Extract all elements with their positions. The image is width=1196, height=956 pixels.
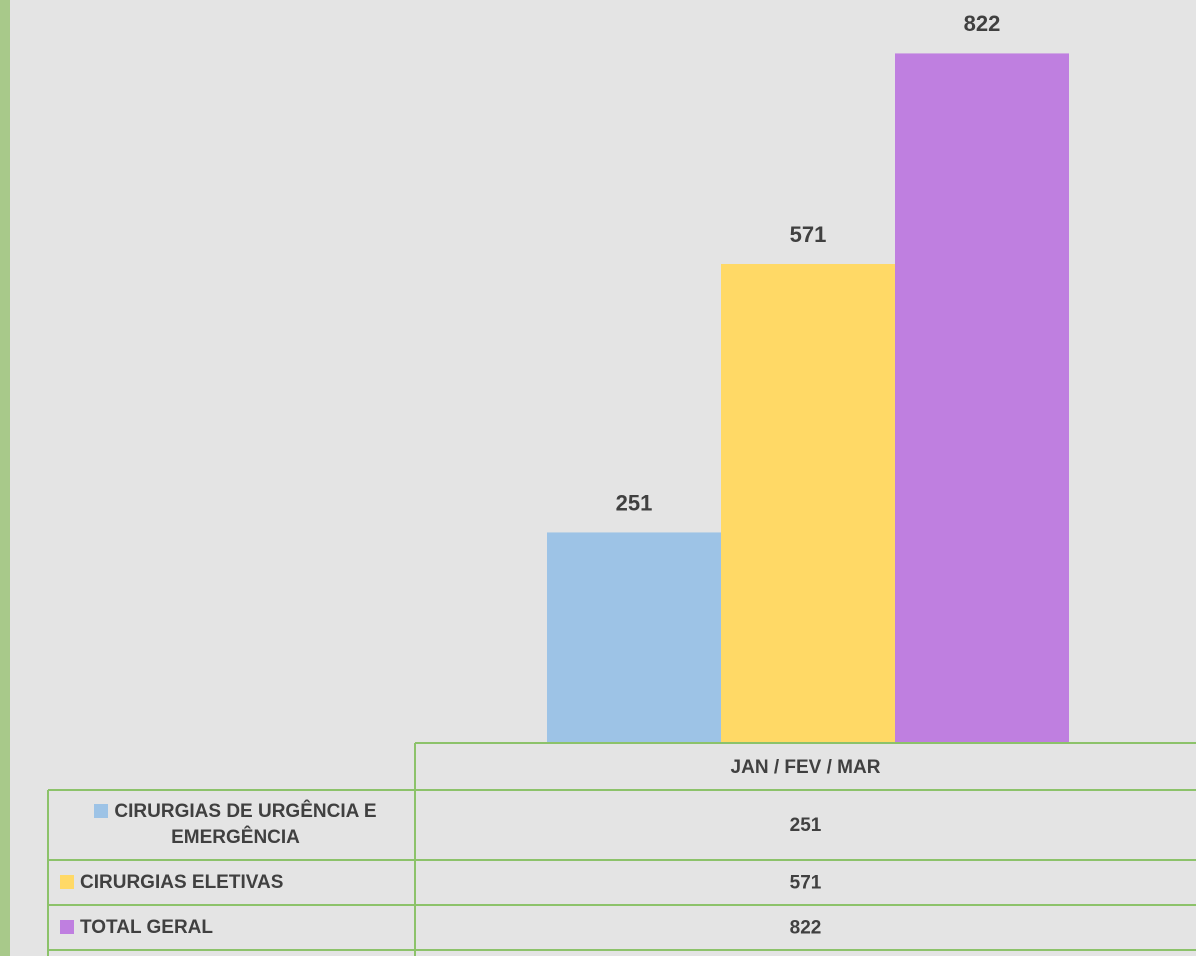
legend-label: CIRURGIAS DE URGÊNCIA E EMERGÊNCIA (114, 801, 377, 848)
bar (895, 53, 1069, 743)
table-value: 822 (790, 918, 822, 939)
data-label: 571 (790, 222, 827, 247)
legend-swatch (60, 919, 74, 934)
legend-cell: CIRURGIAS ELETIVAS (48, 860, 415, 905)
legend-entry: CIRURGIAS ELETIVAS (48, 860, 415, 905)
legend-swatch (60, 874, 74, 889)
bar (721, 263, 895, 743)
legend-text-wrap: TOTAL GERAL (60, 915, 213, 941)
legend-entry: CIRURGIAS DE URGÊNCIA E EMERGÊNCIA (48, 790, 415, 860)
legend-cell: TOTAL GERAL (48, 905, 415, 950)
legend-swatch (94, 804, 109, 818)
legend-text-wrap: CIRURGIAS ELETIVAS (60, 870, 283, 896)
bar (547, 532, 721, 743)
table-header: JAN / FEV / MAR (731, 757, 881, 778)
legend-label: CIRURGIAS ELETIVAS (80, 871, 284, 893)
legend-text-wrap: CIRURGIAS DE URGÊNCIA E EMERGÊNCIA (60, 799, 411, 851)
legend-label: TOTAL GERAL (80, 916, 213, 938)
table-value: 571 (790, 873, 822, 894)
table-value: 251 (790, 815, 822, 836)
side-strip (0, 0, 10, 956)
legend-cell: CIRURGIAS DE URGÊNCIA E EMERGÊNCIA (48, 790, 415, 860)
data-label: 822 (964, 11, 1001, 36)
data-label: 251 (616, 490, 653, 515)
legend-entry: TOTAL GERAL (48, 905, 415, 950)
